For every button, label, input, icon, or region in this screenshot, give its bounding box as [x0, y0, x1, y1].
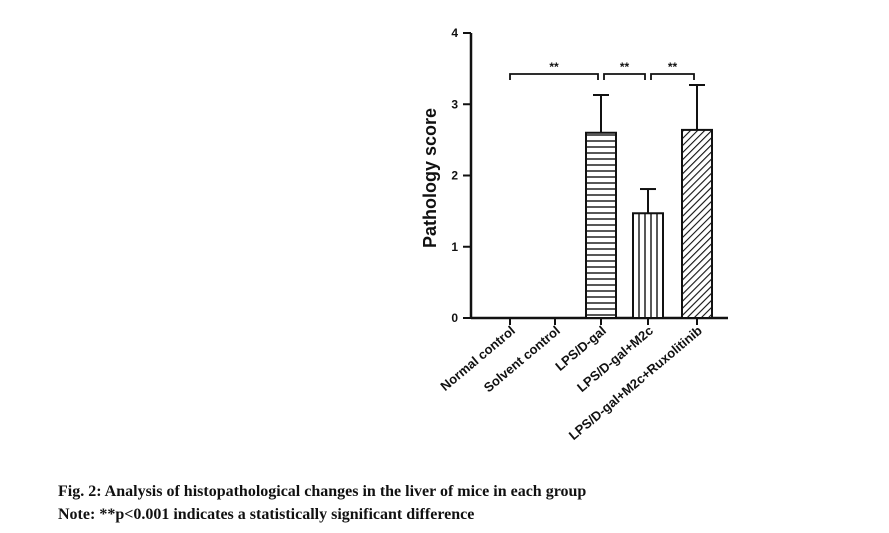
significance-brackets: ** ** ** [509, 60, 695, 80]
significance-bracket-2 [603, 73, 646, 80]
y-tick-label: 4 [451, 26, 458, 40]
y-axis-label: Pathology score [420, 108, 440, 248]
bar-chart: Pathology score 0 1 2 3 4 Normal controlSolv… [420, 26, 728, 443]
bar-5 [681, 128, 713, 319]
bar-4 [632, 212, 664, 319]
y-tick-label: 2 [451, 169, 458, 183]
significance-bracket-1 [509, 73, 599, 80]
bar-3 [585, 131, 617, 319]
x-tick-label-1: Normal control [437, 323, 517, 394]
significance-label-1: ** [549, 60, 559, 74]
error-bars [593, 84, 705, 214]
y-axis: 0 1 2 3 4 [451, 26, 473, 325]
y-tick-label: 3 [451, 97, 458, 111]
significance-label-3: ** [668, 60, 678, 74]
significance-bracket-3 [650, 73, 695, 80]
significance-label-2: ** [620, 60, 630, 74]
x-tick-label-2: Solvent control [481, 323, 563, 395]
figure-note: Note: **p<0.001 indicates a statisticall… [58, 506, 475, 523]
y-tick-label: 1 [451, 240, 458, 254]
bars [585, 128, 713, 319]
figure-caption: Fig. 2: Analysis of histopathological ch… [58, 483, 587, 500]
y-tick-label: 0 [451, 311, 458, 325]
